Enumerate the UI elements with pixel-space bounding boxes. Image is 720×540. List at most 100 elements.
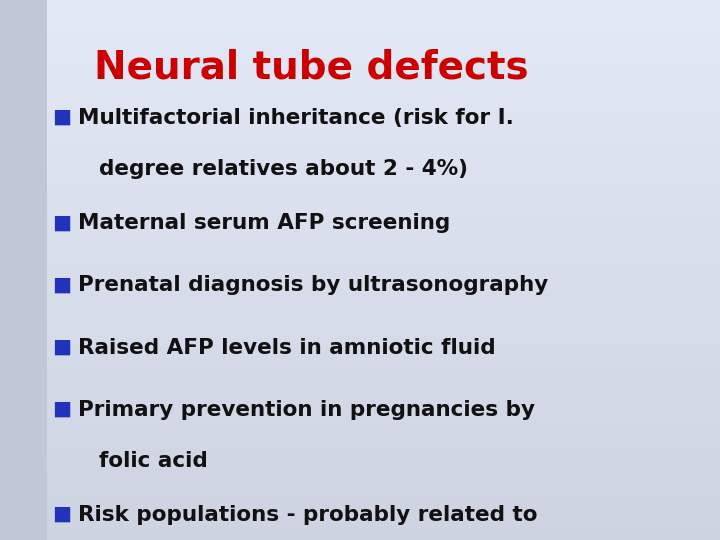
Bar [0,432,720,436]
Bar [0,306,720,310]
Text: Multifactorial inheritance (risk for I.: Multifactorial inheritance (risk for I. [78,108,513,128]
Text: Risk populations - probably related to: Risk populations - probably related to [78,505,537,525]
Bar [0,45,720,50]
Bar [0,509,720,513]
Bar [0,77,720,81]
Bar [0,500,720,504]
Bar [0,378,720,382]
Bar [0,85,720,90]
Bar [0,342,720,347]
Bar [0,243,720,247]
Bar [0,0,47,540]
Bar [0,310,720,315]
Bar [0,40,720,45]
Bar [0,112,720,117]
Text: ■: ■ [52,400,71,419]
Bar [0,94,720,99]
Bar [0,126,720,131]
Bar [0,338,720,342]
Text: Maternal serum AFP screening: Maternal serum AFP screening [78,213,450,233]
Bar [0,355,720,360]
Bar [0,423,720,428]
Bar [0,144,720,148]
Bar [0,297,720,301]
Bar [0,252,720,256]
Bar [0,0,720,4]
Bar [0,369,720,374]
Bar [0,63,720,68]
Bar [0,239,720,243]
Bar [0,441,720,445]
Bar [0,477,720,482]
Bar [0,193,720,198]
Bar [0,180,720,185]
Text: Raised AFP levels in amniotic fluid: Raised AFP levels in amniotic fluid [78,338,495,357]
Bar [0,27,720,31]
Bar [0,198,720,202]
Bar [0,122,720,126]
Bar [0,202,720,207]
Bar [0,261,720,266]
Bar [0,315,720,320]
Bar [0,166,720,171]
Bar [0,392,720,396]
Bar [0,207,720,212]
Bar [0,270,720,274]
Bar [0,288,720,293]
Bar [0,58,720,63]
Bar [0,409,720,414]
Bar [0,185,720,189]
Bar [0,171,720,176]
Bar [0,99,720,104]
Bar [0,455,720,459]
Bar [0,382,720,387]
Bar [0,54,720,58]
Bar [0,135,720,139]
Bar [0,104,720,108]
Bar [0,526,720,531]
Bar [0,4,720,9]
Bar [0,414,720,418]
Bar [0,468,720,472]
Bar [0,320,720,324]
Bar [0,328,720,333]
Bar [0,256,720,261]
Bar [0,36,720,40]
Bar [0,274,720,279]
Text: ■: ■ [52,338,71,356]
Bar [0,23,720,27]
Bar [0,139,720,144]
Bar [0,225,720,229]
Bar [0,50,720,54]
Bar [0,148,720,153]
Bar [0,14,720,18]
Bar [0,216,720,220]
Bar [0,176,720,180]
Bar [0,247,720,252]
Bar [0,522,720,526]
Bar [0,162,720,166]
Bar [0,463,720,468]
Bar [0,293,720,297]
Bar [0,333,720,338]
Bar [0,459,720,463]
Bar [0,436,720,441]
Bar [0,531,720,536]
Bar [0,31,720,36]
Bar [0,428,720,432]
Bar [0,234,720,239]
Bar [0,536,720,540]
Text: Prenatal diagnosis by ultrasonography: Prenatal diagnosis by ultrasonography [78,275,548,295]
Bar [0,220,720,225]
Text: ■: ■ [52,213,71,232]
Bar [0,117,720,122]
Bar [0,387,720,392]
Bar [0,396,720,401]
Text: ■: ■ [52,275,71,294]
Bar [0,504,720,509]
Bar [0,284,720,288]
Bar [0,108,720,112]
Text: Neural tube defects: Neural tube defects [94,49,528,86]
Bar [0,486,720,490]
Bar [0,230,720,234]
